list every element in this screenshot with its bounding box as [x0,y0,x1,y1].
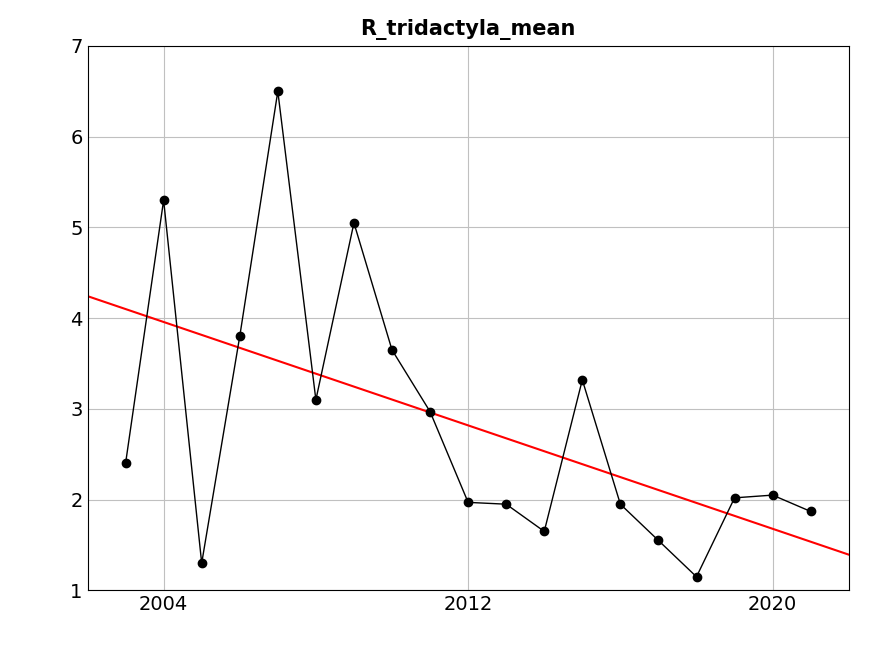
Title: R_tridactyla_mean: R_tridactyla_mean [360,19,576,40]
